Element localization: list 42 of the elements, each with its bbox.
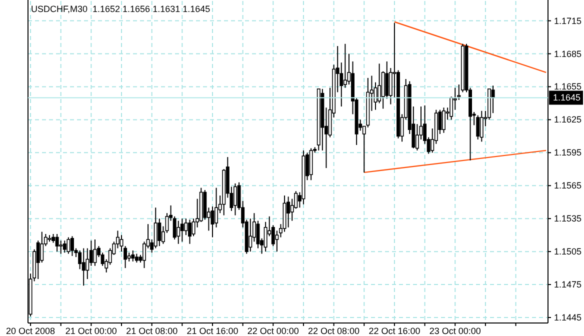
y-tick-label: 1.1505 xyxy=(554,246,582,257)
candlestick xyxy=(154,207,158,249)
candlestick xyxy=(55,233,59,252)
ref-line-label: 1.1645 xyxy=(553,92,581,103)
x-tick-label: 20 Oct 2008 xyxy=(6,326,56,336)
y-tick-label: 1.1445 xyxy=(554,312,582,323)
x-tick-label: 22 Oct 16:00 xyxy=(368,326,420,336)
candlestick xyxy=(442,107,446,134)
candlestick xyxy=(476,114,480,140)
candlestick xyxy=(234,182,237,216)
candlestick xyxy=(40,231,44,264)
x-tick-label: 22 Oct 08:00 xyxy=(308,326,360,336)
candlestick xyxy=(62,240,66,254)
candlestick xyxy=(188,219,192,244)
candlestick xyxy=(93,238,97,266)
candlestick xyxy=(286,196,290,228)
candlestick xyxy=(176,220,180,244)
candlestick xyxy=(158,218,162,247)
candlestick xyxy=(491,85,495,114)
y-tick-label: 1.1685 xyxy=(554,48,582,59)
candlestick xyxy=(131,250,135,262)
y-tick-label: 1.1595 xyxy=(554,148,582,158)
candlestick xyxy=(70,236,74,256)
chart-title: USDCHF,M30 1.1652 1.1656 1.1631 1.1645 xyxy=(31,4,210,14)
candlestick xyxy=(82,248,86,286)
x-tick-label: 21 Oct 08:00 xyxy=(126,326,178,336)
x-tick-label: 23 Oct 00:00 xyxy=(429,326,481,336)
candlestick xyxy=(66,236,70,254)
candlestick xyxy=(180,218,184,242)
x-tick-label: 21 Oct 16:00 xyxy=(186,326,238,336)
candlestick xyxy=(343,43,347,88)
y-tick-label: 1.1715 xyxy=(554,16,582,26)
y-tick-label: 1.1625 xyxy=(554,114,582,125)
candlestick xyxy=(59,240,63,254)
y-tick-label: 1.1565 xyxy=(554,180,582,191)
y-tick-label: 1.1655 xyxy=(554,82,582,92)
candlestick xyxy=(385,60,389,100)
y-tick-label: 1.1475 xyxy=(554,280,582,290)
y-tick-label: 1.1535 xyxy=(554,214,582,224)
x-tick-label: 22 Oct 00:00 xyxy=(247,326,299,336)
x-tick-label: 21 Oct 00:00 xyxy=(65,326,117,336)
candlestick xyxy=(480,110,484,142)
